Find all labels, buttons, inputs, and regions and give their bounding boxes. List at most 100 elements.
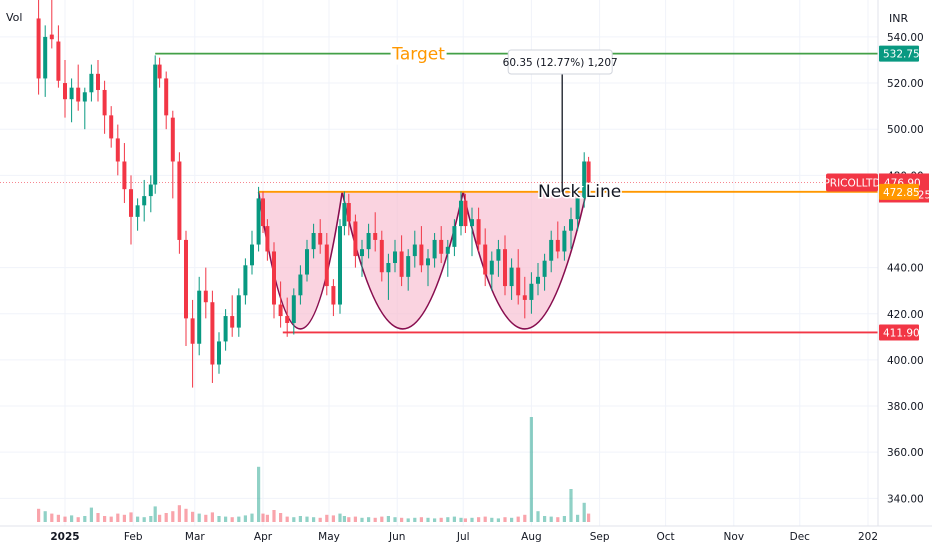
candle-body	[197, 290, 202, 344]
volume-bar	[96, 513, 100, 522]
volume-bar	[89, 507, 93, 522]
candle-body	[452, 226, 457, 247]
cup-outline[interactable]	[257, 191, 343, 330]
candle-body	[331, 286, 336, 305]
volume-bar	[210, 512, 214, 522]
candle-body	[49, 34, 54, 40]
symbol-tag-label: PRICOLLTD	[823, 177, 880, 189]
volume-bar	[439, 517, 443, 522]
candle-body	[463, 200, 468, 227]
volume-bar	[459, 517, 463, 522]
y-tick-label: 520.00	[887, 78, 924, 90]
candle-body	[582, 161, 587, 199]
candle-body	[379, 239, 384, 273]
volume-bar	[569, 489, 573, 522]
volume-bar	[490, 517, 494, 522]
volume-bar	[463, 518, 467, 522]
volume-bar	[224, 516, 228, 522]
volume-bar	[63, 516, 67, 522]
volume-bar	[83, 516, 87, 522]
symbol-tag	[826, 173, 878, 192]
volume-bar	[380, 516, 384, 522]
volume-bar	[261, 513, 265, 522]
candle-body	[256, 198, 261, 245]
volume-bar	[342, 516, 346, 522]
candle-body	[360, 249, 364, 257]
candle-body	[353, 221, 358, 257]
volume-bar	[164, 513, 168, 522]
candle-body	[338, 226, 342, 305]
x-tick-label: Feb	[124, 531, 143, 543]
volume-bar	[446, 517, 450, 522]
neck-line-label: Neck Line	[538, 182, 621, 202]
volume-bar	[158, 514, 162, 522]
candle-body	[476, 219, 481, 245]
volume-bar	[136, 516, 140, 522]
candle-body	[115, 138, 120, 162]
volume-bar	[122, 514, 126, 522]
neck-price-tag	[879, 183, 919, 200]
candle-body	[43, 36, 48, 79]
volume-bar	[285, 516, 289, 522]
cup-outline[interactable]	[462, 191, 588, 330]
volume-bar	[338, 513, 342, 522]
volume-bar	[191, 511, 195, 522]
time-axis[interactable]: 2025 Feb Mar Apr May Jun Jul Aug Sep Oct Nov Dec 202	[50, 531, 878, 543]
candle-body	[236, 295, 241, 328]
candle-body	[261, 198, 265, 227]
candle-body	[157, 64, 162, 79]
cup-outline[interactable]	[341, 191, 464, 330]
volume-bar	[510, 517, 514, 522]
x-tick-label: Apr	[254, 531, 273, 543]
volume-bar	[109, 516, 113, 522]
volume-bar	[50, 513, 54, 522]
volume-bar	[576, 514, 580, 522]
candle-body	[82, 92, 87, 102]
candle-body	[536, 276, 540, 284]
x-tick-label: 202	[858, 531, 878, 543]
candle-body	[342, 203, 347, 227]
time-scale-bg	[0, 526, 932, 550]
volume-bar	[149, 516, 153, 522]
candle-body	[470, 219, 474, 227]
y-tick-label: 440.00	[887, 263, 924, 275]
volume-bar	[549, 516, 553, 522]
candle-body	[522, 295, 527, 300]
candle-body	[265, 226, 270, 252]
candle-body	[366, 233, 371, 250]
volume-bar	[272, 510, 276, 522]
candle-body	[129, 189, 133, 217]
volume-bar	[177, 505, 181, 522]
volume-bar	[230, 517, 234, 522]
measure-label: 60.35 (12.77%) 1,207	[503, 57, 618, 69]
measure-tool[interactable]: Target Neck Line 60.35 (12.77%) 1,207	[390, 42, 623, 203]
candle-body	[56, 41, 61, 81]
volume-bar	[516, 516, 520, 522]
candlesticks	[36, 0, 591, 388]
candle-body	[412, 244, 417, 257]
volume-bar	[217, 516, 221, 522]
candle-body	[210, 302, 215, 365]
candle-body	[373, 233, 378, 240]
candle-body	[223, 316, 228, 342]
volume-bar	[393, 517, 397, 522]
volume-bar	[406, 518, 410, 522]
x-tick-label: Jul	[456, 531, 470, 543]
candle-body	[69, 87, 74, 100]
candle-body	[89, 73, 94, 93]
y-tick-label: 340.00	[887, 493, 924, 505]
volume-bar	[204, 514, 208, 522]
volume-bar	[298, 516, 302, 522]
volume-bar	[582, 502, 586, 522]
volume-bar	[386, 516, 390, 522]
candle-body	[562, 230, 567, 252]
volume-bar	[318, 517, 322, 522]
volume-bar	[426, 517, 430, 522]
candle-body	[285, 316, 290, 323]
volume-bars	[37, 417, 591, 522]
x-tick-label: May	[318, 531, 340, 543]
candle-body	[164, 78, 169, 116]
candle-body	[542, 260, 547, 277]
y-tick-label: 400.00	[887, 355, 924, 367]
